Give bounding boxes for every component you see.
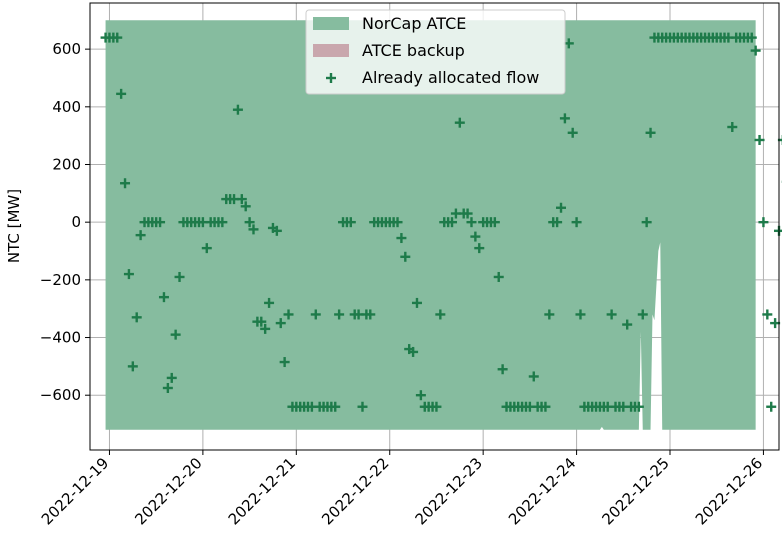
flow-point	[497, 364, 508, 375]
flow-point	[466, 217, 477, 228]
flow-point	[162, 382, 173, 393]
y-tick-label: 600	[52, 40, 81, 58]
flow-point	[544, 309, 555, 320]
flow-point	[559, 113, 570, 124]
flow-point	[283, 309, 294, 320]
flow-point	[217, 217, 228, 228]
flow-point	[170, 329, 181, 340]
flow-point	[528, 371, 539, 382]
legend-swatch-norcap	[313, 17, 349, 30]
flow-point	[256, 316, 267, 327]
flow-point	[158, 292, 169, 303]
flow-point	[571, 217, 582, 228]
flow-point	[236, 194, 247, 205]
flow-point	[275, 318, 286, 329]
flow-point	[345, 217, 356, 228]
flow-point	[641, 217, 652, 228]
flow-point	[454, 117, 465, 128]
legend-label-backup: ATCE backup	[362, 41, 465, 60]
y-tick-label: −200	[40, 271, 81, 289]
flow-point	[123, 269, 134, 280]
flow-point	[131, 312, 142, 323]
legend-plus	[326, 73, 336, 83]
flow-point	[264, 297, 275, 308]
flow-point	[606, 309, 617, 320]
flow-point	[447, 217, 458, 228]
flow-point	[330, 401, 341, 412]
flow-point	[174, 271, 185, 282]
flow-point	[777, 134, 782, 145]
flow-point	[365, 309, 376, 320]
y-tick-label: 0	[71, 213, 81, 231]
plot-frame	[89, 2, 780, 451]
flow-point	[493, 271, 504, 282]
flow-point	[474, 243, 485, 254]
flow-point	[310, 309, 321, 320]
flow-point	[166, 372, 177, 383]
legend-swatch-backup	[313, 44, 349, 57]
legend-box	[305, 9, 566, 95]
y-tick-label: 400	[52, 98, 81, 116]
flow-point	[400, 251, 411, 262]
flow-point	[470, 231, 481, 242]
flow-point	[135, 230, 146, 241]
flow-point	[762, 309, 773, 320]
flow-point	[645, 127, 656, 138]
flow-point	[201, 243, 212, 254]
flow-point	[540, 401, 551, 412]
flow-point	[754, 134, 765, 145]
flow-point	[770, 318, 781, 329]
flow-point	[260, 323, 271, 334]
flow-point	[244, 217, 255, 228]
flow-point	[240, 201, 251, 212]
flow-point	[127, 361, 138, 372]
flow-point	[271, 225, 282, 236]
legend-marker-flow	[326, 73, 336, 83]
legend-label-flow: Already allocated flow	[362, 68, 539, 87]
y-axis-label: NTC [MW]	[5, 189, 23, 263]
flow-point	[396, 233, 407, 244]
flow-point	[489, 217, 500, 228]
flow-point	[575, 309, 586, 320]
flow-point	[750, 45, 761, 56]
flow-point	[766, 401, 777, 412]
flow-point	[279, 357, 290, 368]
y-axis: −600 −400 −200 0 200 400 600	[40, 40, 90, 404]
flow-point	[462, 208, 473, 219]
y-tick-label: −600	[40, 386, 81, 404]
flow-point	[633, 401, 644, 412]
flow-point	[431, 401, 442, 412]
flow-point	[232, 104, 243, 115]
y-tick-label: 200	[52, 155, 81, 173]
norcap-atce-band	[105, 20, 756, 430]
legend-label-norcap: NorCap ATCE	[362, 14, 466, 33]
flow-point	[411, 297, 422, 308]
flow-point	[556, 202, 567, 213]
allocated-flow-points	[100, 32, 782, 412]
flow-point	[116, 88, 127, 99]
flow-point	[120, 178, 131, 189]
flow-point	[758, 217, 769, 228]
norcap-atce-area	[105, 20, 756, 430]
flow-point	[727, 122, 738, 133]
legend: NorCap ATCE ATCE backup Already allocate…	[305, 9, 566, 95]
flow-point	[552, 217, 563, 228]
flow-point	[567, 127, 578, 138]
flow-point	[155, 217, 166, 228]
flow-point	[622, 319, 633, 330]
flow-point	[112, 32, 123, 43]
flow-point	[248, 224, 259, 235]
y-tick-label: −400	[40, 329, 81, 347]
flow-point	[637, 309, 648, 320]
flow-point	[408, 346, 419, 357]
flow-point	[435, 309, 446, 320]
flow-point	[357, 401, 368, 412]
flow-point	[334, 309, 345, 320]
flow-point	[415, 390, 426, 401]
flow-point	[392, 217, 403, 228]
flow-point	[746, 32, 757, 43]
